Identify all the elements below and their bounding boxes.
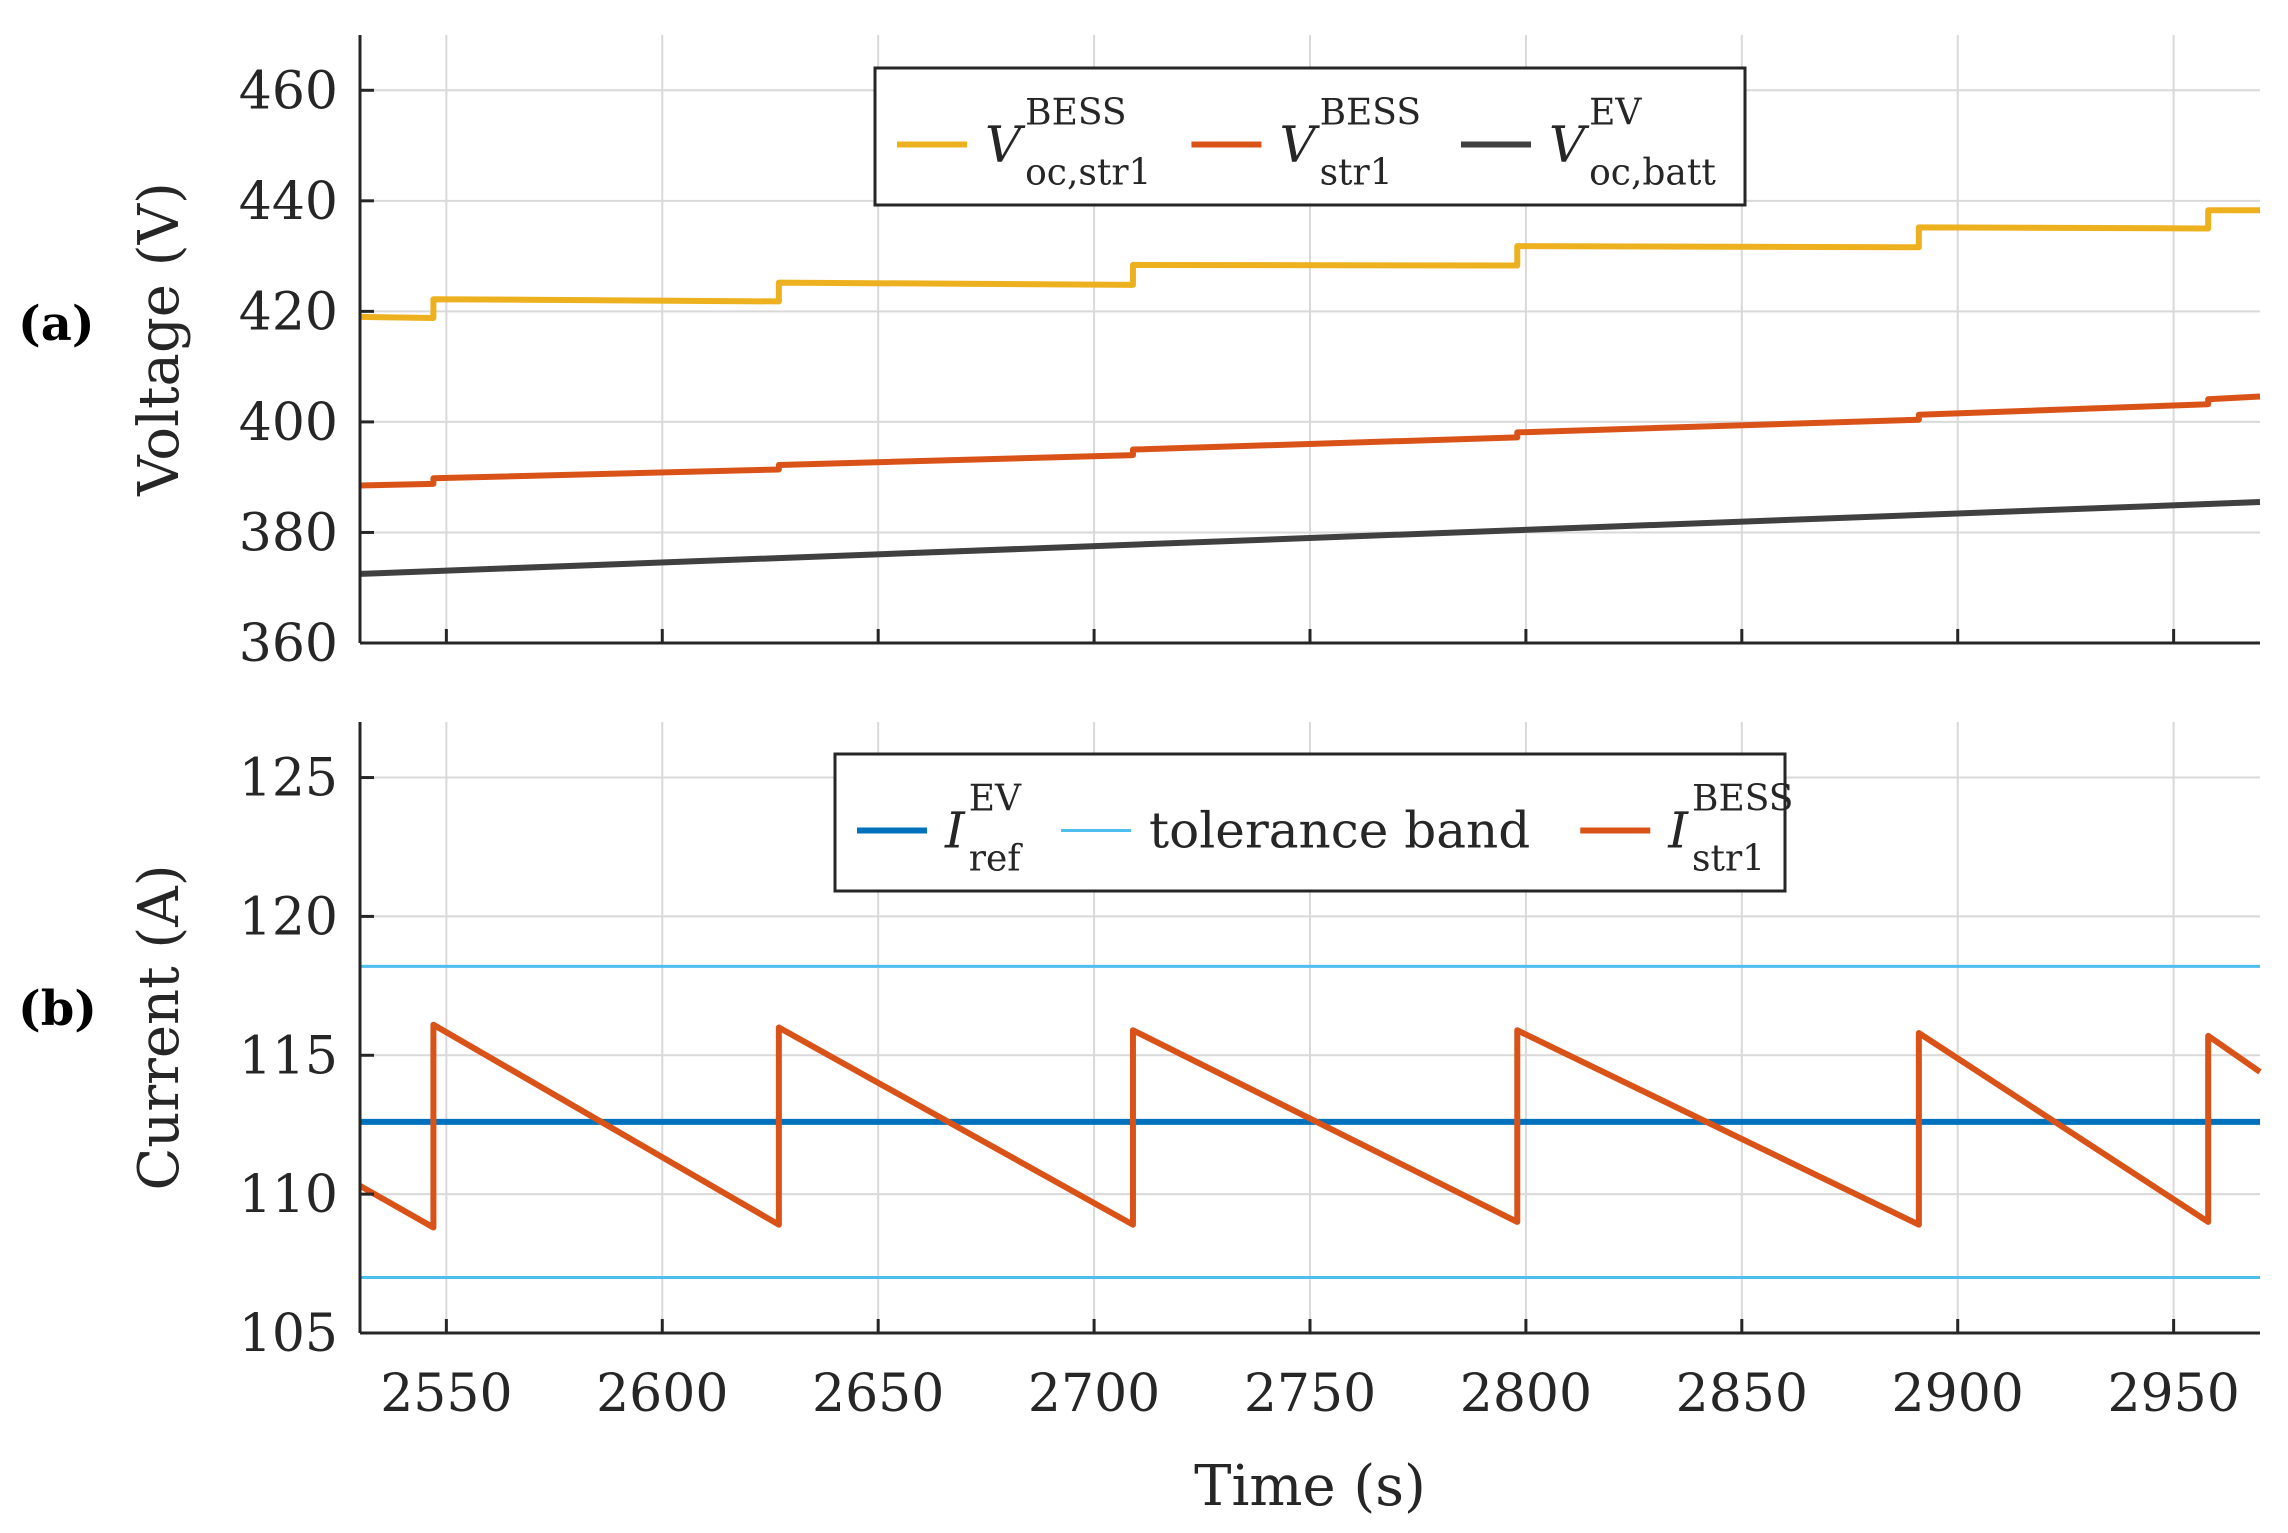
y-tick-label: 440 [239,172,338,232]
y-tick-label: 115 [239,1026,338,1086]
series-v-oc-str1-bess [359,207,2260,321]
y-tick-label: 120 [239,887,338,947]
legend-item: VEV oc,batt [1461,93,1716,194]
plot-area [358,964,2262,1279]
legend-label-sub: ref [969,839,1024,880]
x-tick-label: 2650 [812,1364,944,1424]
series-v-str1-bess [359,393,2261,489]
legend-label-sub: oc,batt [1589,153,1716,194]
legend-label-main: I [944,802,966,860]
x-tick-label: 2550 [380,1364,512,1424]
legend-label-sup: EV [969,779,1022,820]
legend-label-sub: str1 [1320,153,1393,194]
plot-area [359,207,2261,577]
legend-label: tolerance band [1149,802,1530,860]
legend-label-main: V [1549,116,1590,174]
legend-label-sup: BESS [1692,779,1793,820]
x-tick-label: 2950 [2107,1364,2239,1424]
legend-box [833,752,1787,893]
x-tick-label: 2900 [1892,1364,2024,1424]
legend-label-sup: BESS [1025,93,1126,134]
legend-label-main: V [985,116,1026,174]
panel-label: (b) [18,981,97,1037]
y-tick-label: 125 [239,749,338,809]
series-v-oc-batt-ev [359,499,2261,577]
legend-label-sub: oc,str1 [1025,153,1151,194]
legend-label-sup: BESS [1320,93,1421,134]
y-tick-label: 420 [239,282,338,342]
y-axis-label: Current (A) [127,864,192,1190]
x-axis-label: Time (s) [1194,1454,1426,1519]
y-tick-label: 460 [239,61,338,121]
x-tick-label: 2600 [596,1364,728,1424]
legend-box [873,66,1747,207]
y-tick-label: 380 [239,503,338,563]
panel-label: (a) [18,296,95,352]
legend-item: IEV ref [857,779,1023,880]
y-tick-label: 110 [239,1165,338,1225]
x-tick-label: 2850 [1676,1364,1808,1424]
y-tick-label: 360 [239,614,338,674]
legend-label-sup: EV [1589,93,1642,134]
y-tick-label: 400 [239,393,338,453]
panel-b: 105 110 115 120 125 2550 2600 2650 2700 2750 2800 2… [18,722,2262,1519]
legend-label-main: I [1667,802,1689,860]
legend-label-main: V [1279,116,1320,174]
y-axis-label: Voltage (V) [127,182,192,497]
series-i-str1-bess [358,1021,2262,1231]
x-tick-label: 2700 [1028,1364,1160,1424]
x-tick-label: 2800 [1460,1364,1592,1424]
legend-label-sub: str1 [1692,839,1765,880]
legend-item: tolerance band [1061,802,1530,860]
y-tick-label: 105 [239,1304,338,1364]
x-tick-label: 2750 [1244,1364,1376,1424]
